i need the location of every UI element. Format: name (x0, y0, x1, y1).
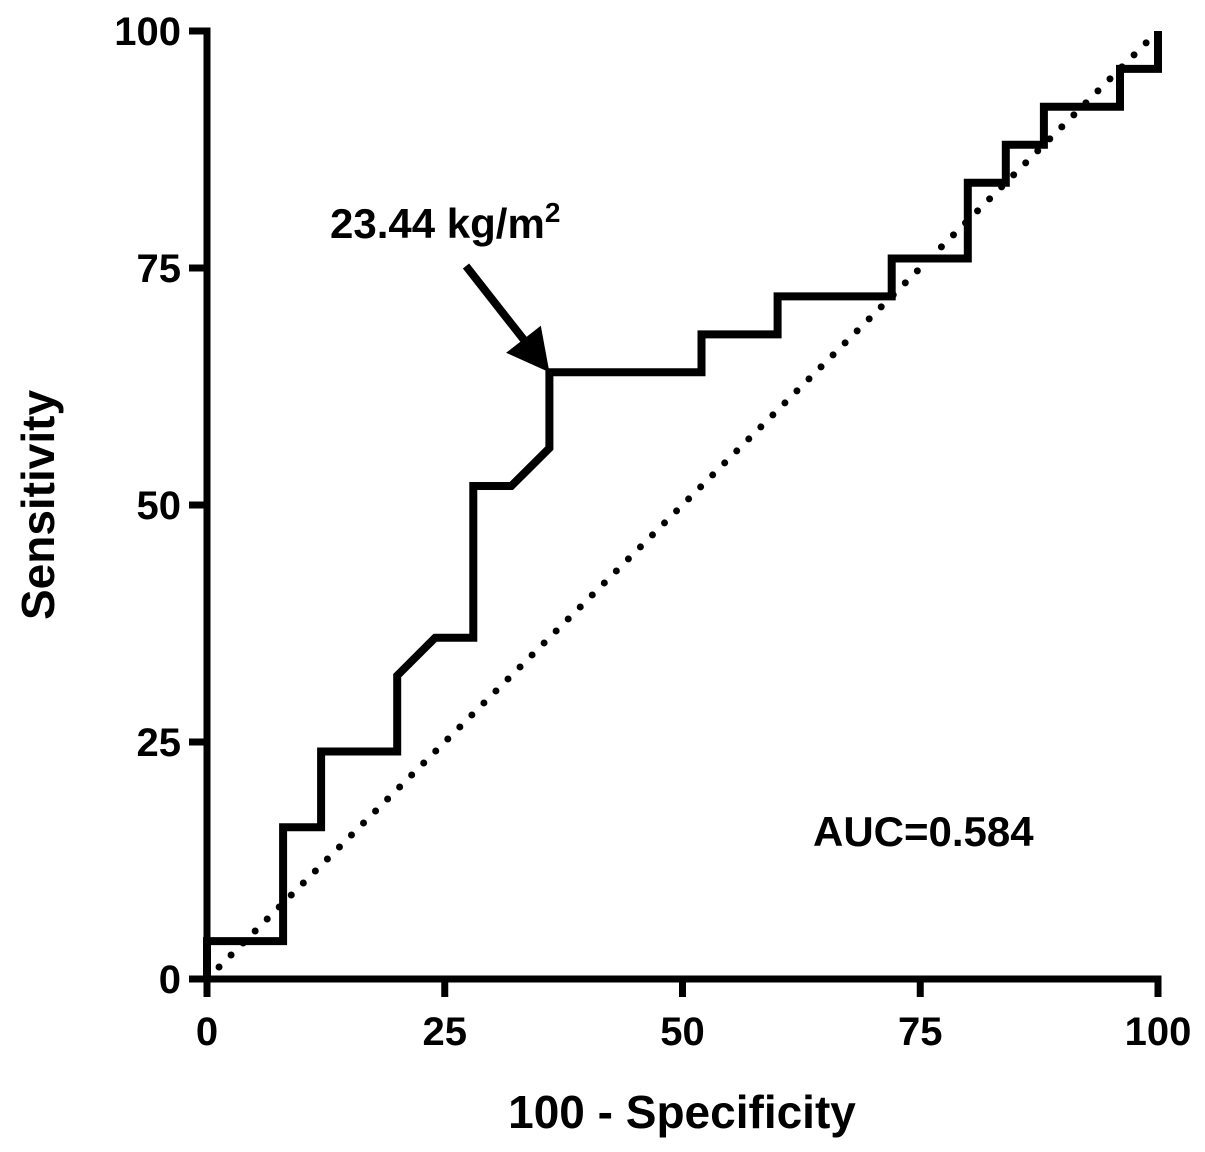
cutoff-arrow-head (506, 325, 550, 373)
roc-curve-line (203, 31, 1162, 979)
auc-annotation: AUC=0.584 (813, 808, 1034, 855)
y-axis-ticks: 0 25 50 75 100 (114, 10, 207, 1002)
cutoff-annotation: 23.44 kg/m2 (330, 197, 560, 247)
y-tick-label: 100 (114, 10, 181, 54)
x-tick-label: 50 (660, 1010, 705, 1054)
x-tick-label: 0 (196, 1010, 218, 1054)
y-tick-label: 50 (137, 484, 182, 528)
cutoff-annotation-superscript: 2 (545, 197, 561, 228)
x-tick-label: 25 (423, 1010, 468, 1054)
y-axis-title: Sensitivity (12, 390, 64, 621)
y-tick-label: 75 (137, 247, 182, 291)
y-tick-label: 0 (159, 958, 181, 1002)
y-tick-label: 25 (137, 721, 182, 765)
x-axis-title: 100 - Specificity (508, 1086, 856, 1138)
x-tick-label: 100 (1125, 1010, 1192, 1054)
reference-diagonal-line (203, 27, 1162, 983)
x-axis-ticks: 0 25 50 75 100 (196, 979, 1192, 1054)
x-tick-label: 75 (898, 1010, 943, 1054)
cutoff-arrow-line (462, 263, 530, 345)
cutoff-annotation-text: 23.44 kg/m (330, 200, 545, 247)
